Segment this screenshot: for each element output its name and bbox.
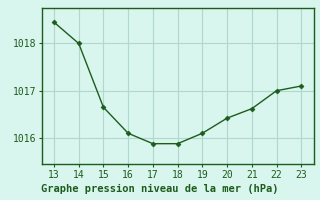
Text: Graphe pression niveau de la mer (hPa): Graphe pression niveau de la mer (hPa) <box>41 184 279 194</box>
